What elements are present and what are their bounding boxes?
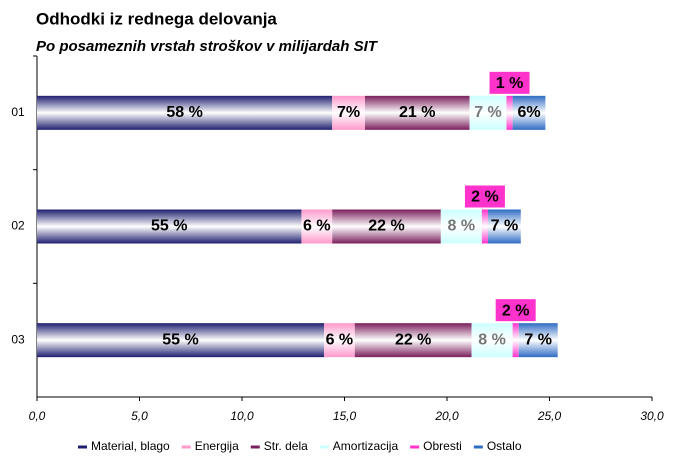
x-tick-label: 15,0 [333, 409, 357, 423]
legend-label: Ostalo [487, 439, 522, 453]
legend-label: Obresti [423, 439, 462, 453]
data-label: 6 % [326, 331, 354, 348]
data-label: 8 % [478, 331, 506, 348]
data-label: 55 % [151, 218, 187, 235]
x-tick-label: 0,0 [29, 409, 46, 423]
data-label: 55 % [162, 331, 198, 348]
data-label: 6% [517, 104, 540, 121]
data-label: 22 % [368, 218, 404, 235]
bar-segment [471, 323, 513, 358]
bar-segment [37, 95, 333, 130]
legend-label: Energija [195, 439, 239, 453]
legend-label: Str. dela [264, 439, 308, 453]
chart-subtitle: Po posameznih vrstah stroškov v milijard… [36, 38, 379, 55]
bar-segment [354, 323, 472, 358]
bar-segment [332, 209, 441, 244]
data-label: 58 % [166, 104, 202, 121]
data-label: 2 % [471, 189, 499, 206]
y-tick-label: 01 [11, 105, 25, 119]
bar-segment [488, 209, 521, 244]
y-tick-label: 03 [11, 332, 25, 346]
bar-segment [324, 323, 355, 358]
bar-segment [37, 323, 324, 358]
data-label: 22 % [395, 331, 431, 348]
label-box [495, 299, 536, 322]
data-label: 7 % [474, 104, 502, 121]
label-box [489, 71, 530, 94]
x-tick-label: 25,0 [537, 409, 562, 423]
label-box [464, 185, 505, 208]
data-label: 7 % [491, 218, 519, 235]
data-label: 8 % [448, 218, 476, 235]
y-tick-label: 02 [11, 219, 25, 233]
bar-segment [301, 209, 333, 244]
bar-segment [512, 95, 546, 130]
data-label: 2 % [502, 302, 530, 319]
bar-segment [481, 209, 488, 244]
data-label: 1 % [496, 75, 524, 92]
chart-title: Odhodki iz rednega delovanja [36, 9, 277, 28]
x-tick-label: 30,0 [640, 409, 664, 423]
bar-segment [506, 95, 513, 130]
data-label: 7 % [524, 331, 552, 348]
bar-segment [37, 209, 302, 244]
data-label: 21 % [399, 104, 435, 121]
bar-segment [365, 95, 470, 130]
legend-label: Material, blago [91, 439, 170, 453]
bar-segment [332, 95, 365, 130]
x-tick-label: 10,0 [230, 409, 254, 423]
x-tick-label: 20,0 [434, 409, 459, 423]
bar-segment [518, 323, 558, 358]
bar-segment [469, 95, 507, 130]
legend-label: Amortizacija [333, 439, 399, 453]
bar-segment [512, 323, 519, 358]
data-label: 6 % [303, 218, 331, 235]
x-tick-label: 5,0 [131, 409, 148, 423]
data-label: 7% [337, 104, 360, 121]
bar-segment [440, 209, 482, 244]
